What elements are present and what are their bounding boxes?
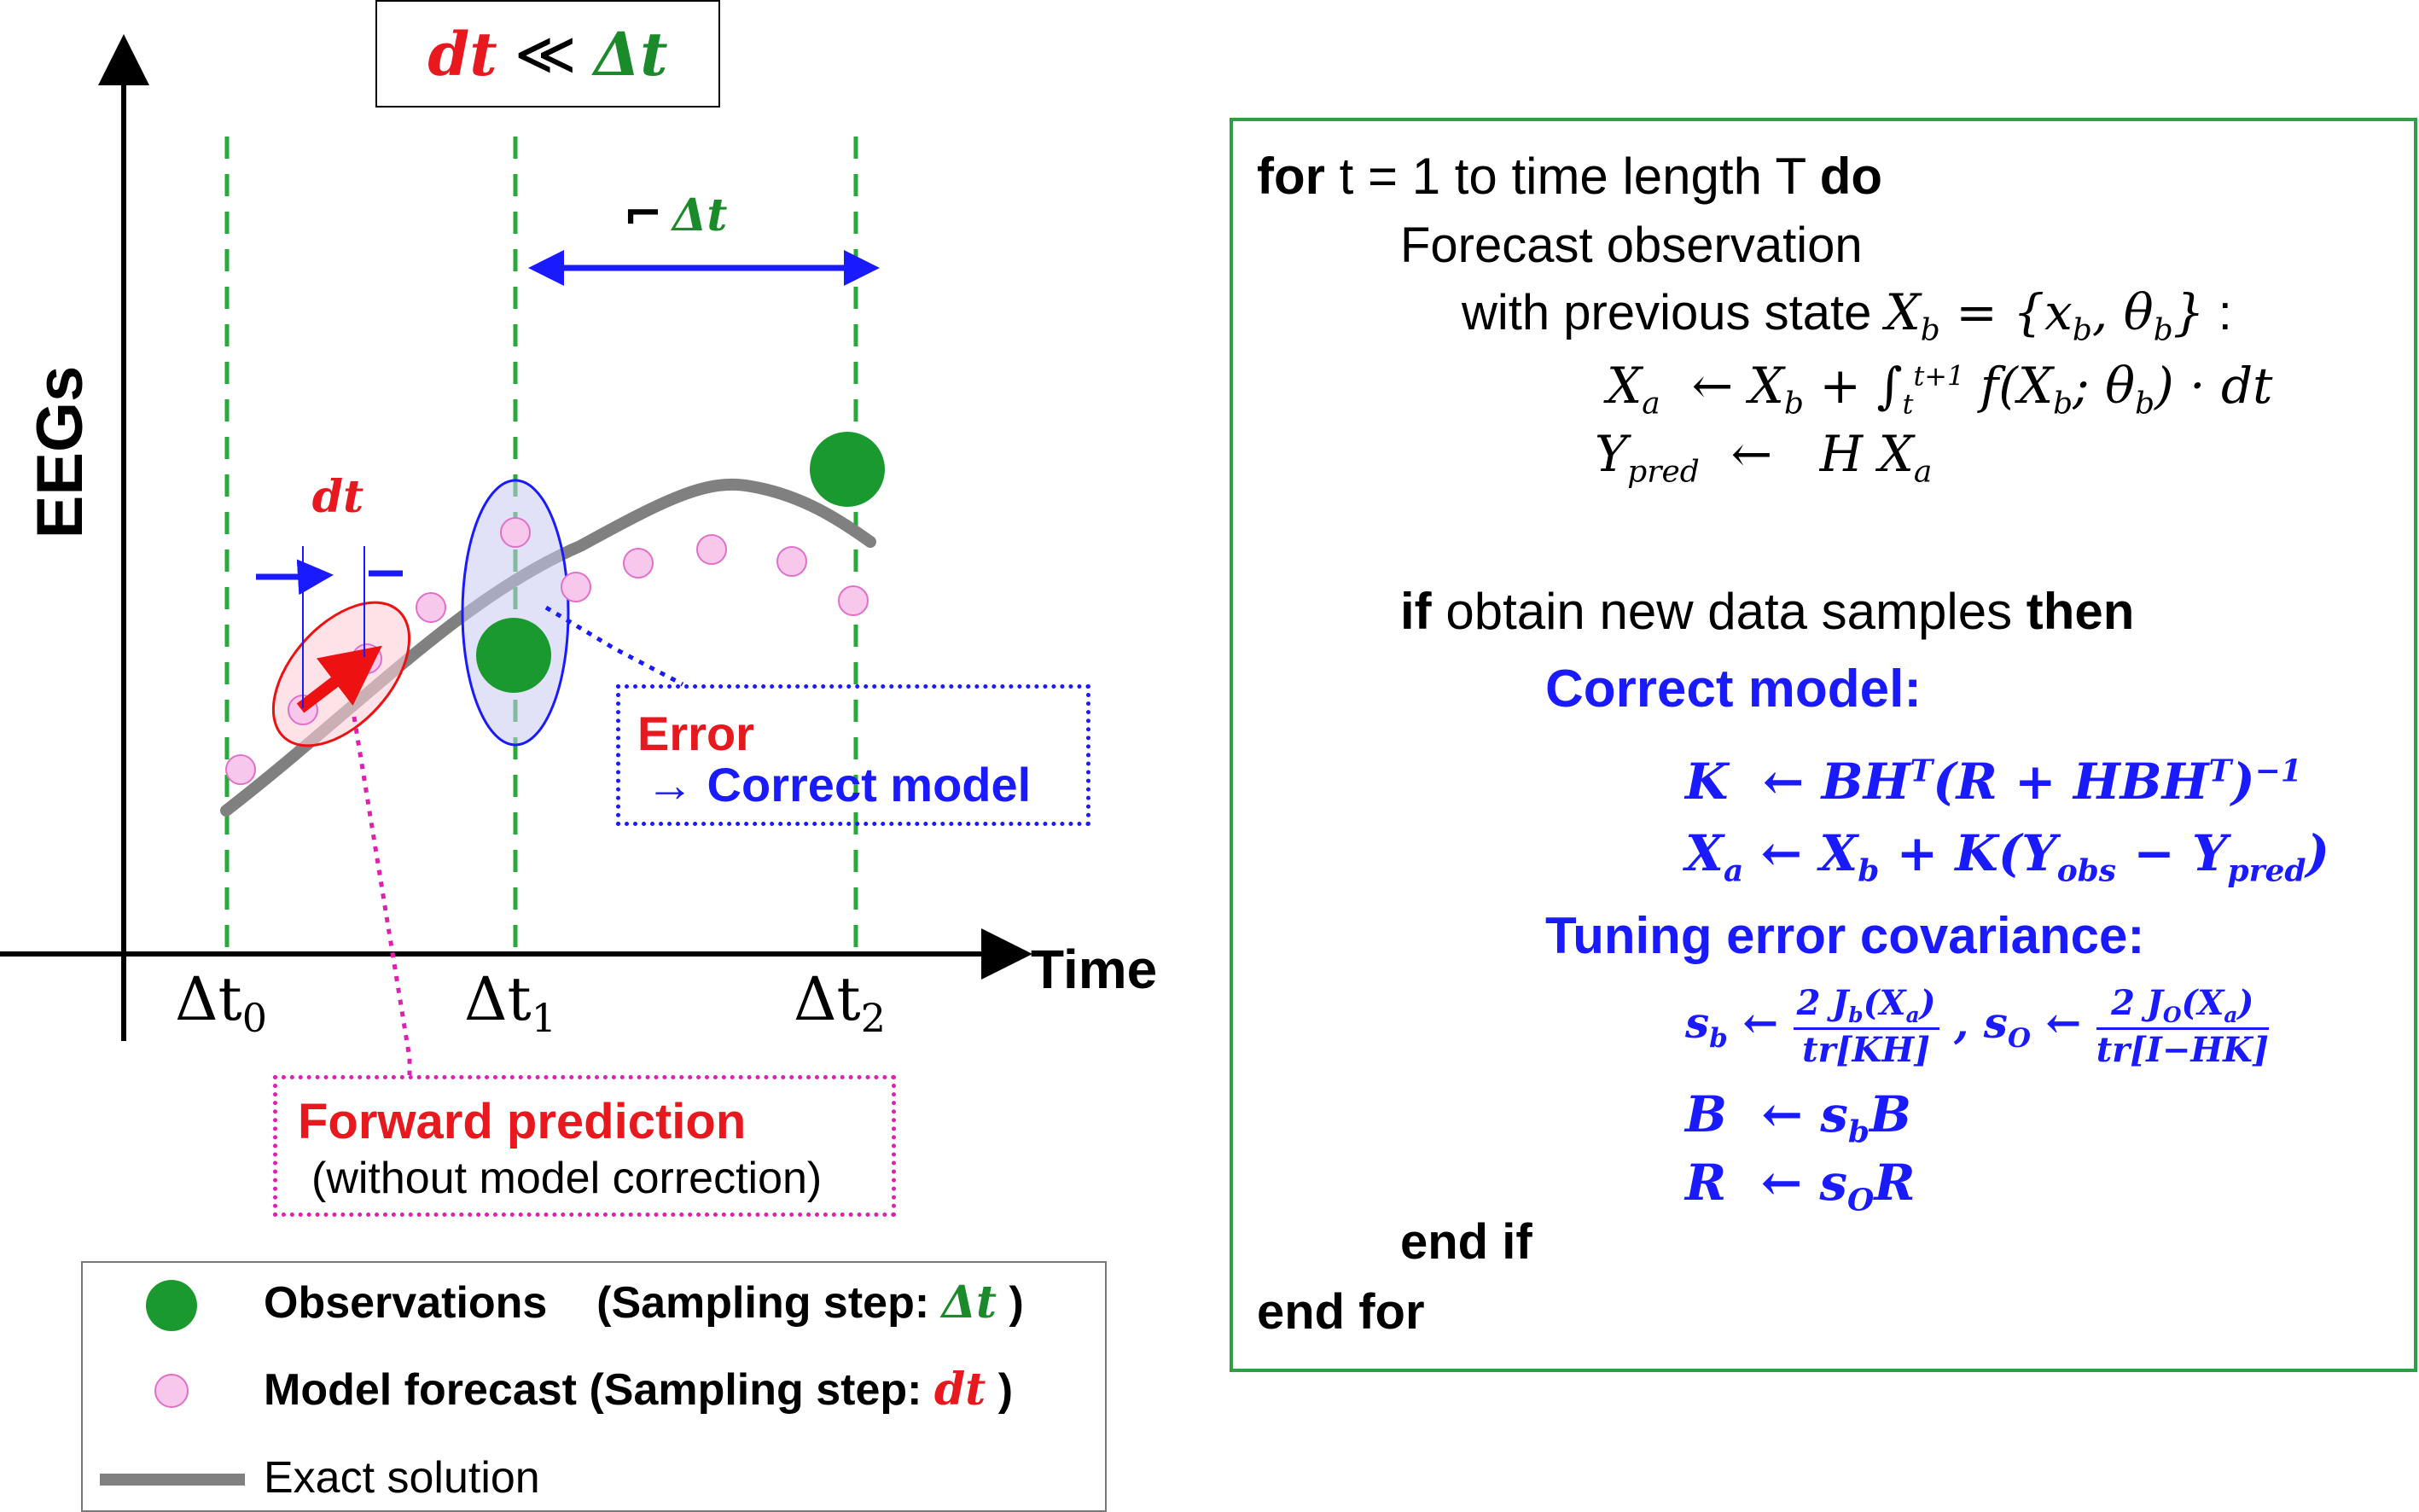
title-op: ≪ (514, 19, 577, 89)
tick-base: Δt (175, 964, 242, 1034)
state-definition: Xb = {xb, θb} (1885, 283, 2205, 348)
eq-state-update: Xa ← Xb + K(Yobs − Ypred) (1685, 824, 2330, 889)
legend: Observations (Sampling step: Δt ) Model … (81, 1261, 1107, 1512)
legend-forecast-marker (154, 1374, 189, 1408)
forecast-point (696, 534, 727, 565)
for-condition: t = 1 to time length T (1339, 148, 1806, 205)
keyword-end-for: end for (1257, 1284, 1425, 1340)
algorithm-box: for t = 1 to time length T do Forecast o… (1230, 118, 2417, 1372)
legend-observations-label: Observations (264, 1278, 548, 1328)
eq-state-forecast: Xa ← Xb + ∫tt+1 f(Xb; θb) · dt (1607, 357, 2273, 422)
frac-so: 2 JO(Xa) tr[I−HK] (2096, 983, 2269, 1070)
dt-arrow-stub (296, 559, 334, 596)
legend-forecast-step: (Sampling step: (589, 1365, 922, 1415)
forward-prediction-annotation: Forward prediction (without model correc… (273, 1075, 896, 1217)
tick-sub: 1 (532, 995, 556, 1041)
legend-forecast: Model forecast (Sampling step: dt ) (264, 1364, 1013, 1416)
title-delta-t: Δt (593, 18, 668, 90)
dt-label: dt (312, 471, 363, 523)
tick-sub: 0 (242, 995, 267, 1041)
eq-scale-factors: sb ← 2 Jb(Xa) tr[KH] , sO ← 2 JO(Xa) tr[… (1685, 983, 2269, 1070)
error-title: Error (637, 707, 754, 760)
eq-kalman-gain: K ← BHT(R + HBHT)−1 (1685, 753, 2302, 811)
forward-arrow (296, 645, 382, 713)
keyword-do: do (1819, 148, 1883, 205)
legend-observations-symbol: Δt (941, 1276, 997, 1329)
algo-for-line: for t = 1 to time length T do (1257, 147, 1882, 206)
eq-observation-forecast: Ypred ← H Xa (1595, 425, 1933, 490)
correct-model-heading: Correct model: (1545, 660, 1922, 718)
keyword-for: for (1257, 148, 1325, 205)
schematic-plot: EEGs Time Δt0 Δt1 Δt2 dt ⌐ Δt (0, 34, 1157, 1075)
legend-observations-step: (Sampling step: (596, 1278, 930, 1328)
tick-label-t2: Δt2 (794, 964, 886, 1041)
if-condition: obtain new data samples (1445, 583, 2013, 640)
title-box: dt ≪ Δt (375, 0, 720, 108)
forecast-point (225, 754, 256, 785)
keyword-if: if (1400, 583, 1432, 640)
forward-subtitle: (without model correction) (311, 1154, 823, 1203)
legend-observations-close: ) (1009, 1278, 1024, 1328)
forward-connector (352, 716, 412, 1075)
forecast-point (623, 548, 654, 579)
algo-if-line: if obtain new data samples then (1400, 582, 2134, 641)
y-axis-label: EEGs (24, 366, 96, 539)
frac-sb: 2 Jb(Xa) tr[KH] (1793, 983, 1939, 1070)
tick-base: Δt (464, 964, 532, 1034)
tick-sub: 2 (861, 995, 886, 1041)
forecast-line-2-text: with previous state (1462, 285, 1872, 340)
legend-exact: Exact solution (264, 1453, 540, 1503)
legend-observations: Observations (Sampling step: Δt ) (264, 1276, 1024, 1329)
legend-observation-marker (146, 1280, 197, 1331)
keyword-end-if: end if (1400, 1214, 1532, 1270)
keyword-then: then (2026, 583, 2135, 640)
forecast-point (561, 572, 591, 602)
observation-point (476, 618, 551, 693)
forward-title: Forward prediction (298, 1094, 747, 1149)
delta-t-marker: ⌐ (623, 186, 663, 242)
forecast-point (416, 592, 446, 623)
legend-forecast-close: ) (997, 1365, 1014, 1415)
legend-forecast-symbol: dt (933, 1364, 986, 1416)
forecast-point (776, 546, 807, 577)
error-connector (544, 605, 684, 687)
title-dt: dt (427, 18, 497, 90)
error-action: → Correct model (646, 758, 1032, 811)
delta-t-label: Δt (670, 189, 727, 241)
tick-label-t1: Δt1 (464, 964, 556, 1041)
legend-symbols (100, 1280, 245, 1486)
eq-background-cov: B ← sbB (1685, 1085, 1912, 1150)
error-annotation: Error → Correct model (616, 684, 1090, 826)
tick-label-t0: Δt0 (175, 964, 267, 1041)
forecast-line-2: with previous state Xb = {xb, θb} : (1462, 283, 2232, 348)
observation-point (810, 432, 885, 507)
tick-base: Δt (794, 964, 861, 1034)
eq-observation-cov: R ← sOR (1685, 1154, 1916, 1218)
tuning-heading: Tuning error covariance: (1545, 907, 2145, 964)
legend-forecast-label: Model forecast (264, 1365, 577, 1415)
forecast-point (838, 585, 869, 616)
forecast-point (500, 517, 531, 548)
forecast-line-1: Forecast observation (1400, 218, 1863, 273)
x-axis-label: Time (1031, 939, 1157, 1000)
